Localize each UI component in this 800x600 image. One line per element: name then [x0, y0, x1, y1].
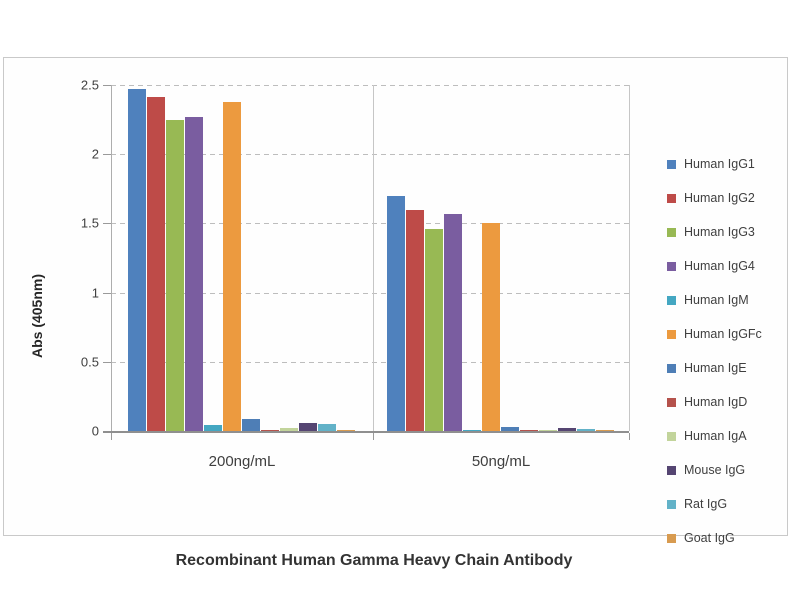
y-tick-mark	[103, 292, 111, 294]
legend-label: Human IgD	[684, 395, 748, 409]
y-tick-label: 0	[91, 423, 99, 439]
legend-item: Human IgG3	[667, 221, 762, 243]
bar-human-igg1	[128, 89, 146, 431]
bar-human-ige	[501, 426, 519, 431]
legend-label: Human IgA	[684, 429, 747, 443]
legend-swatch-icon	[667, 295, 676, 305]
legend-item: Human IgD	[667, 391, 762, 413]
y-tick-label: 2	[91, 146, 99, 162]
y-tick-mark	[103, 361, 111, 363]
legend-label: Human IgG3	[684, 225, 755, 239]
legend-item: Human IgG1	[667, 153, 762, 175]
legend-label: Goat IgG	[684, 531, 735, 545]
legend-swatch-icon	[667, 431, 676, 441]
bar-human-iggfc	[482, 223, 500, 431]
y-gridline	[111, 85, 629, 86]
y-tick-mark	[103, 85, 111, 86]
legend-label: Human IgG4	[684, 259, 755, 273]
legend-swatch-icon	[667, 363, 676, 373]
bar-human-igg3	[425, 228, 443, 431]
bar-human-ige	[242, 418, 260, 431]
legend-item: Human IgG4	[667, 255, 762, 277]
legend-label: Human IgG1	[684, 157, 755, 171]
bar-human-igg2	[406, 209, 424, 431]
y-tick-label: 1.5	[80, 215, 99, 231]
bar-human-iggfc	[223, 101, 241, 431]
legend-label: Mouse IgG	[684, 463, 746, 477]
bar-human-igg4	[185, 116, 203, 431]
legend-swatch-icon	[667, 329, 676, 339]
legend-swatch-icon	[667, 533, 676, 543]
x-axis-line	[103, 431, 629, 433]
y-gridline	[111, 292, 629, 294]
legend-swatch-icon	[667, 193, 676, 203]
category-separator	[373, 85, 374, 431]
legend-swatch-icon	[667, 499, 676, 509]
bar-human-igd	[261, 429, 279, 431]
x-category-label: 200ng/mL	[208, 453, 276, 470]
legend-label: Human IgG2	[684, 191, 755, 205]
y-tick-mark	[103, 223, 111, 225]
bar-mouse-igg	[299, 422, 317, 431]
y-tick-label: 1	[91, 285, 99, 301]
bar-goat-igg	[337, 429, 355, 431]
legend-swatch-icon	[667, 159, 676, 169]
x-tick-mark	[629, 433, 630, 440]
legend-item: Human IgM	[667, 289, 762, 311]
bar-rat-igg	[318, 424, 336, 431]
legend-swatch-icon	[667, 465, 676, 475]
legend-item: Human IgGFc	[667, 323, 762, 345]
legend-swatch-icon	[667, 397, 676, 407]
legend-label: Rat IgG	[684, 497, 728, 511]
bar-human-igd	[520, 430, 538, 431]
legend-swatch-icon	[667, 227, 676, 237]
y-gridline	[111, 154, 629, 156]
bar-goat-igg	[596, 430, 614, 431]
legend-swatch-icon	[667, 261, 676, 271]
bar-human-igg3	[166, 119, 184, 431]
y-gridline	[111, 223, 629, 225]
bar-human-igg2	[147, 97, 165, 431]
chart-title: Recombinant Human Gamma Heavy Chain Anti…	[175, 552, 573, 569]
x-tick-mark	[373, 433, 374, 440]
y-tick-label: 2.5	[80, 77, 99, 93]
legend-item: Mouse IgG	[667, 459, 762, 481]
legend-item: Human IgE	[667, 357, 762, 379]
y-axis-line	[111, 85, 112, 431]
bar-mouse-igg	[558, 428, 576, 431]
legend-label: Human IgE	[684, 361, 747, 375]
chart-image-frame: Abs (405nm) Recombinant Human Gamma Heav…	[3, 57, 788, 569]
bar-human-igm	[463, 430, 481, 431]
legend-label: Human IgM	[684, 293, 749, 307]
bar-human-igg1	[387, 195, 405, 431]
bar-human-iga	[539, 429, 557, 431]
legend: Human IgG1 Human IgG2 Human IgG3 Human IgG4…	[667, 153, 762, 561]
y-tick-mark	[103, 154, 111, 156]
legend-item: Human IgG2	[667, 187, 762, 209]
bar-human-igm	[204, 425, 222, 431]
legend-label: Human IgGFc	[684, 327, 762, 341]
x-category-label: 50ng/mL	[471, 453, 531, 470]
bar-rat-igg	[577, 428, 595, 431]
legend-item: Rat IgG	[667, 493, 762, 515]
bar-human-igg4	[444, 213, 462, 431]
y-tick-label: 0.5	[80, 354, 99, 370]
bar-human-iga	[280, 428, 298, 431]
legend-item: Goat IgG	[667, 527, 762, 549]
y-axis-title: Abs (405nm)	[29, 273, 45, 359]
legend-item: Human IgA	[667, 425, 762, 447]
x-tick-mark	[111, 433, 112, 440]
y-gridline	[111, 361, 629, 363]
category-separator	[629, 85, 630, 431]
